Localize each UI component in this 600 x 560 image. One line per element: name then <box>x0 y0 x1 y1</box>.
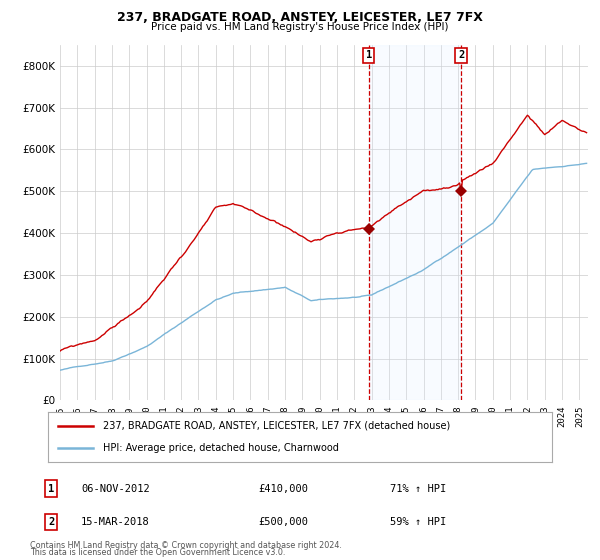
Text: £500,000: £500,000 <box>258 517 308 527</box>
Text: 237, BRADGATE ROAD, ANSTEY, LEICESTER, LE7 7FX (detached house): 237, BRADGATE ROAD, ANSTEY, LEICESTER, L… <box>103 421 451 431</box>
Text: Contains HM Land Registry data © Crown copyright and database right 2024.: Contains HM Land Registry data © Crown c… <box>30 541 342 550</box>
Text: 237, BRADGATE ROAD, ANSTEY, LEICESTER, LE7 7FX: 237, BRADGATE ROAD, ANSTEY, LEICESTER, L… <box>117 11 483 24</box>
Text: HPI: Average price, detached house, Charnwood: HPI: Average price, detached house, Char… <box>103 443 340 453</box>
Text: 59% ↑ HPI: 59% ↑ HPI <box>390 517 446 527</box>
Text: 2: 2 <box>458 50 464 60</box>
Bar <box>369 45 461 400</box>
Text: 1: 1 <box>365 50 372 60</box>
Text: 15-MAR-2018: 15-MAR-2018 <box>81 517 150 527</box>
Text: 06-NOV-2012: 06-NOV-2012 <box>81 484 150 493</box>
Text: Price paid vs. HM Land Registry's House Price Index (HPI): Price paid vs. HM Land Registry's House … <box>151 22 449 32</box>
Text: This data is licensed under the Open Government Licence v3.0.: This data is licensed under the Open Gov… <box>30 548 286 557</box>
Text: 1: 1 <box>48 484 54 493</box>
Text: 2: 2 <box>48 517 54 527</box>
Text: £410,000: £410,000 <box>258 484 308 493</box>
Text: 71% ↑ HPI: 71% ↑ HPI <box>390 484 446 493</box>
